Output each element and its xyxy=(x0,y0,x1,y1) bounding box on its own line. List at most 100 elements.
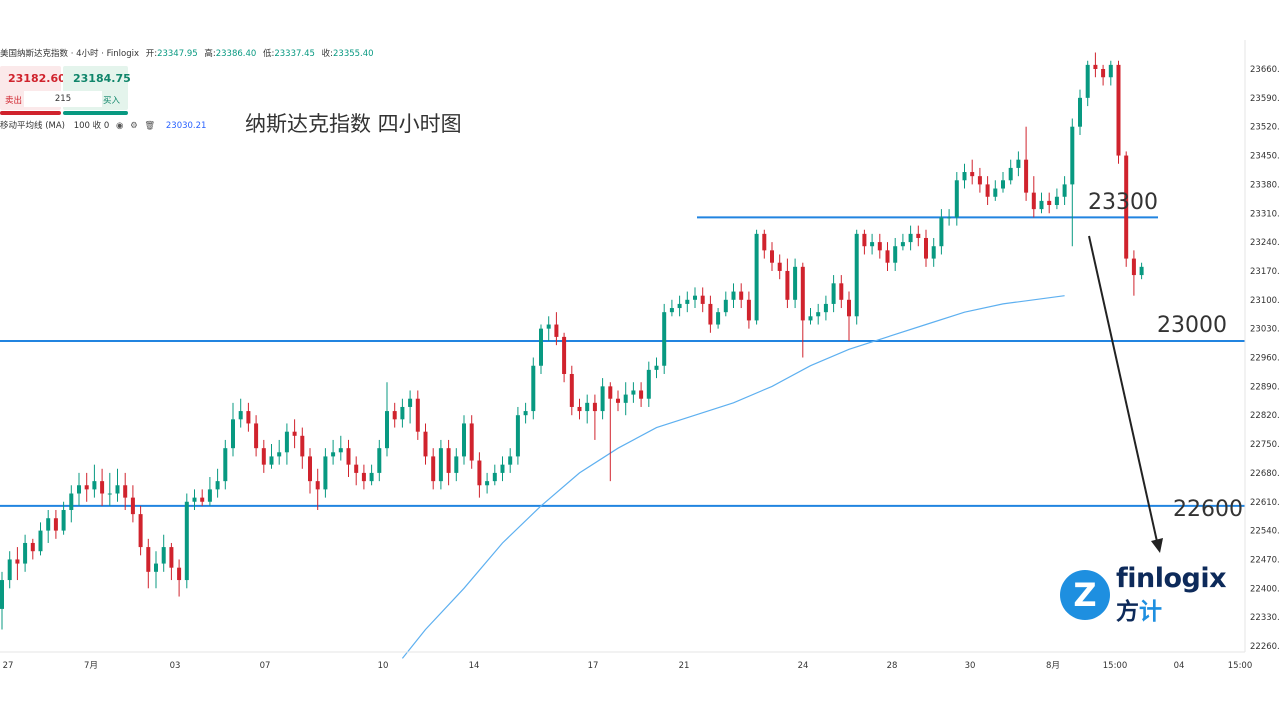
candle xyxy=(1054,188,1059,210)
ma-indicator-row: 移动平均线 (MA) 100 收 0 ◉ ⚙ 🗑 23030.21 xyxy=(0,119,206,131)
candle xyxy=(569,365,574,416)
candle xyxy=(1008,159,1013,185)
candle-body xyxy=(377,448,382,473)
candle xyxy=(885,242,890,271)
candle xyxy=(839,275,844,309)
candles-layer xyxy=(0,52,1144,630)
candle-body xyxy=(554,324,559,337)
candle-body xyxy=(300,435,305,457)
candle-body xyxy=(900,242,905,247)
y-tick-label: 22680.00 xyxy=(1250,469,1280,479)
candle xyxy=(485,472,490,494)
chart-title: 纳斯达克指数 四小时图 xyxy=(245,112,462,136)
sell-label: 卖出 xyxy=(5,96,23,106)
candle xyxy=(515,406,520,465)
candle xyxy=(954,172,959,226)
spread-value: 215 xyxy=(24,91,102,107)
candle-body xyxy=(1093,64,1098,69)
candle xyxy=(662,303,667,374)
candle xyxy=(546,316,551,342)
candle-body xyxy=(1001,180,1005,189)
candle-body xyxy=(154,563,158,572)
candle xyxy=(916,225,921,247)
eye-icon[interactable]: ◉ xyxy=(115,121,124,131)
sell-price: 23182.60 xyxy=(8,72,66,85)
candle-body xyxy=(931,246,936,259)
candle xyxy=(438,439,443,490)
candle xyxy=(100,468,105,506)
candle-body xyxy=(361,472,366,482)
ma-params: 100 收 0 xyxy=(73,121,110,131)
candle-body xyxy=(346,448,351,465)
candle-body xyxy=(623,394,628,403)
level-label-23300: 23300 xyxy=(1088,190,1158,215)
candle xyxy=(408,390,413,424)
candle xyxy=(847,291,851,342)
candle-body xyxy=(69,493,74,510)
candle xyxy=(192,489,197,510)
candle-body xyxy=(947,217,952,219)
candle xyxy=(446,439,451,486)
candle-body xyxy=(7,559,12,581)
candle xyxy=(793,258,798,309)
candle-body xyxy=(215,481,220,490)
candle-body xyxy=(793,266,798,300)
candle xyxy=(808,308,813,325)
candle xyxy=(115,468,120,502)
candle-body xyxy=(577,406,582,412)
candle xyxy=(708,295,713,333)
candle xyxy=(1116,60,1121,164)
candle-body xyxy=(1054,196,1059,206)
candle-body xyxy=(84,485,89,490)
candle-body xyxy=(0,580,4,609)
candle xyxy=(469,415,474,469)
candle xyxy=(616,390,620,412)
buy-price: 23184.75 xyxy=(73,72,131,85)
candle-body xyxy=(654,365,659,370)
y-tick-label: 23310.00 xyxy=(1250,209,1280,219)
candle xyxy=(723,291,728,317)
y-tick-label: 23590.00 xyxy=(1250,94,1280,104)
candle-body xyxy=(338,448,343,453)
trend-arrow-shaft xyxy=(1088,235,1159,547)
level-label-22600: 22600 xyxy=(1173,497,1243,522)
candle xyxy=(600,378,605,420)
candle-body xyxy=(600,386,605,412)
candle xyxy=(423,423,428,465)
candle xyxy=(46,509,51,543)
candle-body xyxy=(500,464,505,473)
candle xyxy=(261,439,266,473)
candle-body xyxy=(1085,64,1090,98)
x-tick-label: 21 xyxy=(679,661,690,671)
candle-body xyxy=(677,303,682,309)
candle-body xyxy=(785,270,790,300)
candle xyxy=(877,233,882,259)
candle-body xyxy=(423,431,428,457)
candle xyxy=(315,468,320,510)
candle xyxy=(631,382,636,403)
candle-body xyxy=(831,283,836,304)
y-tick-label: 22960.00 xyxy=(1250,354,1280,364)
candle-body xyxy=(616,398,620,403)
candle xyxy=(385,382,389,457)
candle xyxy=(924,229,928,267)
candle xyxy=(1039,192,1044,214)
buy-volume-bar xyxy=(63,111,128,115)
y-tick-label: 22750.00 xyxy=(1250,440,1280,450)
x-tick-label: 30 xyxy=(965,661,976,671)
gear-icon[interactable]: ⚙ xyxy=(130,121,138,131)
candle-body xyxy=(123,485,128,498)
ma-line-layer xyxy=(401,295,1065,659)
x-tick-label: 28 xyxy=(887,661,898,671)
candle-body xyxy=(847,299,851,317)
candle-body xyxy=(61,509,66,531)
candle-body xyxy=(438,448,443,482)
close-label: 收: xyxy=(321,49,333,59)
candle-body xyxy=(431,456,436,482)
candle xyxy=(130,485,135,523)
candle-body xyxy=(762,233,767,251)
candle-body xyxy=(369,472,374,482)
candle-body xyxy=(323,456,328,490)
trash-icon[interactable]: 🗑 xyxy=(144,121,156,131)
candle xyxy=(215,468,220,498)
